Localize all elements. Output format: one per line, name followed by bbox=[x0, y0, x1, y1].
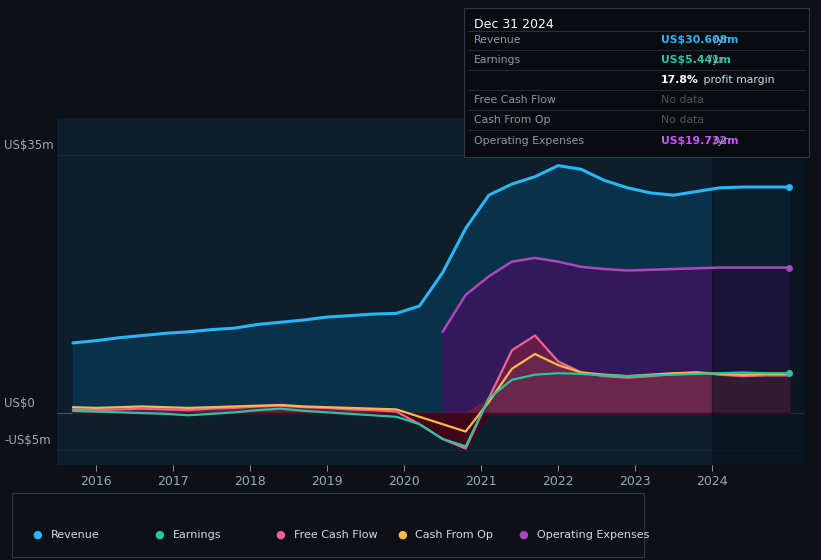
Text: No data: No data bbox=[661, 95, 704, 105]
Text: Earnings: Earnings bbox=[172, 530, 221, 540]
Text: /yr: /yr bbox=[710, 35, 728, 45]
Text: Free Cash Flow: Free Cash Flow bbox=[294, 530, 378, 540]
Text: ●: ● bbox=[397, 530, 407, 540]
Text: Cash From Op: Cash From Op bbox=[415, 530, 493, 540]
Text: US$0: US$0 bbox=[4, 397, 34, 410]
Text: Dec 31 2024: Dec 31 2024 bbox=[474, 18, 553, 31]
Text: Cash From Op: Cash From Op bbox=[474, 115, 550, 125]
Text: US$35m: US$35m bbox=[4, 139, 53, 152]
Text: No data: No data bbox=[661, 115, 704, 125]
Text: US$30.608m: US$30.608m bbox=[661, 35, 738, 45]
Text: ●: ● bbox=[519, 530, 529, 540]
Text: /yr: /yr bbox=[705, 55, 723, 65]
Text: /yr: /yr bbox=[710, 136, 728, 146]
Text: Operating Expenses: Operating Expenses bbox=[537, 530, 649, 540]
Text: ●: ● bbox=[154, 530, 164, 540]
Text: ●: ● bbox=[276, 530, 286, 540]
Text: Earnings: Earnings bbox=[474, 55, 521, 65]
Text: Free Cash Flow: Free Cash Flow bbox=[474, 95, 556, 105]
Text: US$19.732m: US$19.732m bbox=[661, 136, 738, 146]
Text: US$5.441m: US$5.441m bbox=[661, 55, 731, 65]
Text: 17.8%: 17.8% bbox=[661, 75, 699, 85]
Text: -US$5m: -US$5m bbox=[4, 434, 51, 447]
Text: Revenue: Revenue bbox=[474, 35, 521, 45]
Text: ●: ● bbox=[33, 530, 43, 540]
Text: profit margin: profit margin bbox=[700, 75, 775, 85]
Text: Operating Expenses: Operating Expenses bbox=[474, 136, 584, 146]
Bar bbox=[712, 118, 805, 465]
Text: Revenue: Revenue bbox=[51, 530, 99, 540]
